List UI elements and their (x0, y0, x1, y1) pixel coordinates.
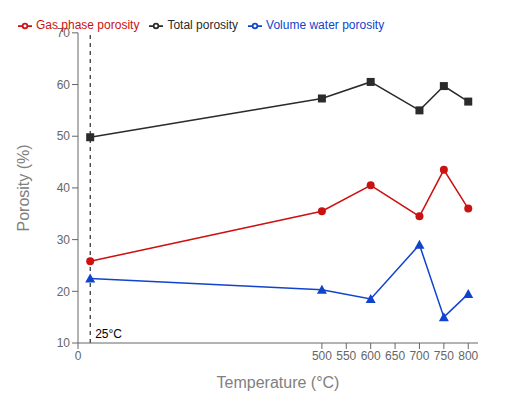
svg-text:500: 500 (312, 349, 332, 363)
svg-text:Porosity (%): Porosity (%) (15, 144, 32, 231)
svg-text:800: 800 (458, 349, 478, 363)
svg-text:10: 10 (57, 336, 71, 350)
svg-text:700: 700 (409, 349, 429, 363)
svg-text:50: 50 (57, 129, 71, 143)
svg-text:0: 0 (75, 349, 82, 363)
svg-text:25°C: 25°C (95, 327, 122, 341)
svg-text:70: 70 (57, 26, 71, 40)
svg-text:750: 750 (434, 349, 454, 363)
svg-text:20: 20 (57, 285, 71, 299)
svg-text:Temperature (°C): Temperature (°C) (217, 374, 340, 391)
svg-text:550: 550 (336, 349, 356, 363)
svg-text:600: 600 (361, 349, 381, 363)
svg-text:40: 40 (57, 181, 71, 195)
svg-text:30: 30 (57, 233, 71, 247)
svg-text:650: 650 (385, 349, 405, 363)
svg-text:60: 60 (57, 78, 71, 92)
